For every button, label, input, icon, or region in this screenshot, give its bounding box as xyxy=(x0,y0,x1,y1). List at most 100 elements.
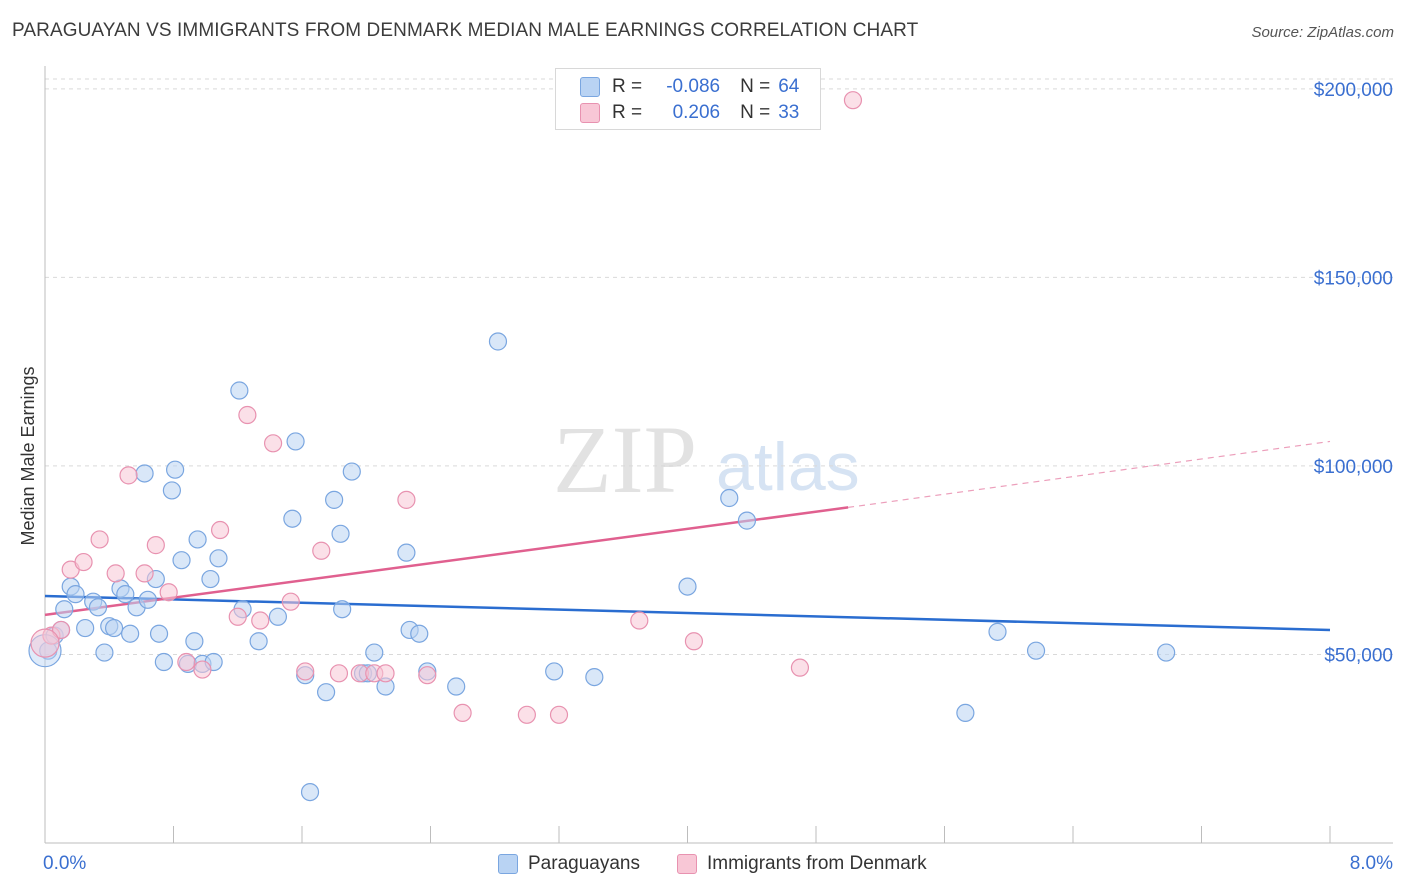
data-point xyxy=(249,632,268,651)
data-point xyxy=(410,624,429,643)
data-point xyxy=(172,551,191,570)
data-point xyxy=(135,464,154,483)
data-point xyxy=(154,652,173,672)
data-point xyxy=(397,490,416,509)
legend-n-value: 33 xyxy=(778,102,800,123)
data-point xyxy=(517,705,536,724)
data-point xyxy=(790,658,810,677)
data-point-cluster xyxy=(30,628,60,658)
trend-line-denmark xyxy=(44,506,849,617)
data-point xyxy=(76,618,95,638)
legend-r-label: R = xyxy=(612,102,643,123)
data-point xyxy=(55,600,74,619)
y-tick-label: $150,000 xyxy=(1314,268,1393,289)
data-point xyxy=(1157,643,1176,662)
data-point xyxy=(453,703,472,723)
data-point xyxy=(263,434,283,453)
data-point xyxy=(166,460,185,479)
data-point xyxy=(545,662,564,681)
data-point xyxy=(1026,641,1046,660)
data-point xyxy=(737,511,757,530)
bottom-legend-label: Immigrants from Denmark xyxy=(707,853,927,874)
data-point xyxy=(116,585,135,604)
x-tick-label-right: 8.0% xyxy=(1350,853,1393,874)
data-point xyxy=(331,524,350,543)
data-point xyxy=(188,530,207,549)
data-point xyxy=(286,432,305,451)
legend-row-paraguayans: R = -0.086 N = 64 xyxy=(580,74,799,100)
data-point xyxy=(376,664,395,683)
data-point xyxy=(88,598,108,617)
bottom-legend-paraguayans: Paraguayans xyxy=(498,852,640,876)
data-point xyxy=(585,667,604,687)
gridlines xyxy=(45,78,1393,655)
data-point xyxy=(74,552,93,572)
trend-lines xyxy=(44,440,1331,632)
data-point xyxy=(283,509,302,528)
data-point xyxy=(296,662,315,681)
data-point xyxy=(106,564,125,583)
data-point xyxy=(447,677,466,696)
legend-n-label: N = xyxy=(740,76,771,97)
legend-r-value: -0.086 xyxy=(666,76,721,97)
data-point xyxy=(193,660,212,679)
data-point xyxy=(121,624,140,643)
data-point xyxy=(104,618,124,638)
data-point xyxy=(342,462,361,481)
data-point xyxy=(159,583,178,602)
data-point xyxy=(135,564,154,583)
data-point xyxy=(956,703,975,723)
y-axis-label: Median Male Earnings xyxy=(18,366,38,545)
data-point xyxy=(51,620,71,640)
data-point xyxy=(988,622,1007,641)
data-point xyxy=(228,607,247,626)
data-point xyxy=(90,530,109,549)
watermark: ZIP atlas xyxy=(553,406,860,513)
data-point xyxy=(177,652,196,672)
axis-labels: $50,000 $100,000 $150,000 $200,000 0.0% 8.0% M… xyxy=(18,80,1393,874)
data-point xyxy=(333,600,352,619)
data-point xyxy=(268,607,288,626)
series-immigrants-from-denmark xyxy=(30,91,863,724)
data-point xyxy=(418,666,437,685)
data-point xyxy=(630,611,649,630)
bottom-legend-swatch-blue xyxy=(498,854,518,874)
legend-r-label: R = xyxy=(612,76,643,97)
y-tick-label: $200,000 xyxy=(1314,80,1393,101)
bottom-legend-swatch-pink xyxy=(677,854,697,874)
data-point xyxy=(201,569,220,589)
data-point xyxy=(397,543,416,562)
data-point xyxy=(146,536,165,555)
data-point xyxy=(678,577,697,596)
bottom-legend-denmark: Immigrants from Denmark xyxy=(677,852,927,876)
data-point xyxy=(209,549,228,568)
y-tick-label: $50,000 xyxy=(1324,645,1393,666)
data-point xyxy=(95,643,114,662)
data-point xyxy=(185,632,204,651)
data-point xyxy=(325,490,344,509)
correlation-legend: R = -0.086 N = 64 R = 0.206 N = 33 xyxy=(555,68,821,130)
data-point xyxy=(720,488,739,508)
data-point xyxy=(281,592,300,611)
x-tick-label-left: 0.0% xyxy=(43,853,86,874)
data-point xyxy=(138,590,157,609)
data-point xyxy=(312,541,331,560)
data-point xyxy=(162,481,181,500)
watermark-atlas: atlas xyxy=(716,429,860,505)
data-point xyxy=(300,782,320,802)
legend-r-value: 0.206 xyxy=(672,102,721,123)
data-point xyxy=(210,520,230,540)
axes xyxy=(44,66,1393,844)
data-point xyxy=(684,632,704,651)
trend-line-denmark-extension xyxy=(848,440,1331,508)
legend-row-denmark: R = 0.206 N = 33 xyxy=(580,100,799,126)
bottom-legend-label: Paraguayans xyxy=(528,853,640,874)
data-point xyxy=(238,405,257,425)
data-point xyxy=(251,611,270,630)
data-point xyxy=(316,683,336,702)
series-paraguayans xyxy=(28,332,1176,802)
data-point xyxy=(329,664,349,683)
data-point xyxy=(230,381,249,400)
